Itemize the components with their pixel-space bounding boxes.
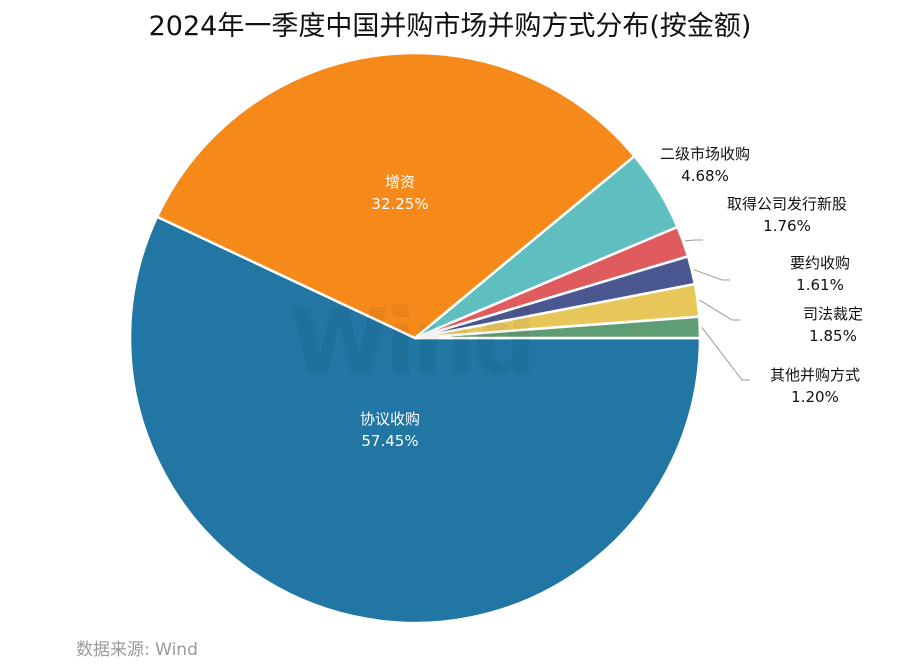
label-zengzi: 增资 32.25% (360, 171, 440, 215)
leader-line (699, 299, 740, 321)
pie-slice-6 (414, 315, 702, 340)
label-name: 协议收购 (359, 410, 420, 428)
label-pct: 1.20% (791, 388, 839, 406)
label-name: 其他并购方式 (769, 366, 860, 384)
label-yaoyue: 要约收购 1.61% (770, 252, 870, 296)
pie-slice-1 (155, 51, 637, 340)
label-xingu: 取得公司发行新股 1.76% (712, 193, 862, 237)
label-pct: 57.45% (361, 432, 419, 450)
label-pct: 1.76% (763, 217, 811, 235)
label-erji: 二级市场收购 4.68% (645, 143, 765, 187)
chart-title: 2024年一季度中国并购市场并购方式分布(按金额) (148, 11, 752, 42)
leader-line (685, 239, 703, 242)
label-sifa: 司法裁定 1.85% (783, 303, 883, 347)
label-pct: 4.68% (681, 167, 729, 185)
leader-line (701, 326, 750, 381)
label-qita: 其他并购方式 1.20% (755, 364, 875, 408)
pie-slice-0 (128, 215, 702, 625)
label-name: 增资 (384, 173, 415, 191)
leader-line (693, 269, 730, 281)
data-source: 数据来源: Wind (76, 640, 198, 660)
label-pct: 1.85% (809, 327, 857, 345)
label-name: 要约收购 (789, 254, 850, 272)
label-name: 二级市场收购 (659, 145, 750, 163)
label-pct: 32.25% (371, 195, 429, 213)
watermark: Wind (290, 290, 537, 395)
label-xieyi: 协议收购 57.45% (340, 408, 440, 452)
label-pct: 1.61% (796, 276, 844, 294)
label-name: 取得公司发行新股 (726, 195, 847, 213)
label-name: 司法裁定 (802, 305, 863, 323)
